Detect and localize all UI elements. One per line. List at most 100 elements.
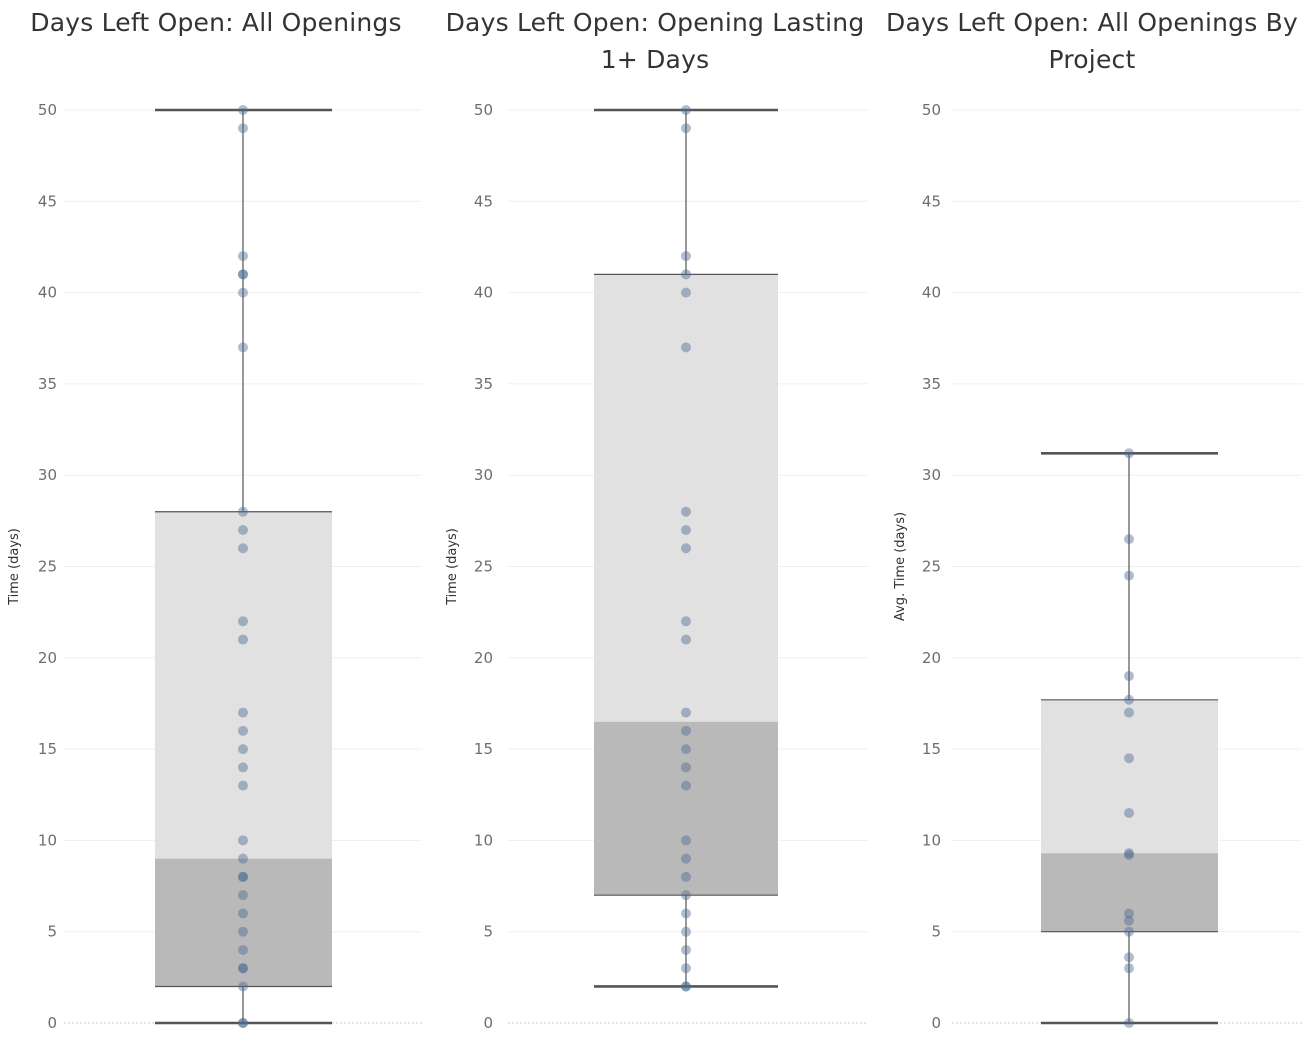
y-tick-label: 30 — [922, 466, 941, 484]
data-point — [681, 780, 691, 791]
data-point — [238, 105, 248, 115]
y-tick-label: 25 — [922, 558, 941, 576]
data-point — [238, 543, 248, 554]
y-tick-label: 20 — [922, 649, 941, 667]
data-point — [1124, 908, 1134, 919]
data-point — [238, 853, 248, 864]
data-point — [681, 981, 691, 992]
data-point — [238, 287, 248, 298]
data-point — [681, 506, 691, 517]
data-point — [1124, 848, 1134, 859]
box-upper — [155, 511, 332, 859]
data-point — [238, 342, 248, 353]
data-point — [238, 890, 248, 901]
data-point — [238, 944, 248, 955]
data-point — [681, 616, 691, 627]
y-tick-label: 0 — [931, 1014, 941, 1032]
data-point — [1124, 671, 1134, 682]
y-tick-label: 5 — [47, 923, 57, 941]
data-point — [681, 762, 691, 773]
data-point — [1124, 926, 1134, 937]
y-tick-label: 35 — [922, 375, 941, 393]
chart-panel-by-project: Days Left Open: All Openings By Project … — [878, 0, 1306, 1039]
data-point — [1124, 850, 1134, 861]
data-point — [681, 926, 691, 937]
data-point — [681, 123, 691, 134]
data-point — [681, 981, 691, 992]
chart-plot: 0 5 10 15 20 25 30 35 40 45 50 Avg. Time (days) — [893, 101, 1302, 1032]
data-point — [238, 963, 248, 974]
data-point — [681, 744, 691, 755]
data-point — [1124, 952, 1134, 963]
y-tick-label: 25 — [474, 558, 493, 576]
chart-panel-openings-1plus-days: Days Left Open: Opening Lasting 1+ Days … — [432, 0, 878, 1039]
data-point — [238, 981, 248, 992]
chart-title: Days Left Open: Opening Lasting 1+ Days — [445, 8, 865, 74]
y-tick-label: 0 — [47, 1014, 57, 1032]
data-point — [238, 707, 248, 718]
y-tick-label: 50 — [922, 101, 941, 119]
data-point — [238, 616, 248, 627]
data-point — [238, 871, 248, 882]
y-tick-label: 15 — [474, 740, 493, 758]
y-tick-label: 35 — [38, 375, 57, 393]
data-point — [1124, 534, 1134, 545]
box-upper — [1041, 699, 1218, 854]
data-point — [681, 251, 691, 262]
y-tick-label: 10 — [922, 831, 941, 849]
box-lower — [1041, 853, 1218, 932]
data-point — [681, 871, 691, 882]
data-point — [238, 506, 248, 517]
y-tick-label: 5 — [931, 923, 941, 941]
data-point — [1124, 1018, 1134, 1028]
data-point — [238, 269, 248, 280]
data-point — [238, 835, 248, 846]
data-point — [238, 269, 248, 280]
y-tick-label: 20 — [474, 649, 493, 667]
data-point — [1124, 808, 1134, 819]
y-tick-label: 50 — [474, 101, 493, 119]
y-tick-label: 45 — [922, 192, 941, 210]
y-tick-label: 30 — [474, 466, 493, 484]
data-point — [238, 926, 248, 937]
y-axis-label: Time (days) — [7, 528, 22, 606]
y-tick-label: 15 — [922, 740, 941, 758]
data-point — [1124, 448, 1134, 459]
data-point — [681, 342, 691, 353]
data-point — [238, 524, 248, 535]
data-point — [238, 762, 248, 773]
data-point — [681, 287, 691, 298]
data-point — [238, 1018, 248, 1028]
y-tick-label: 45 — [474, 192, 493, 210]
data-point — [1124, 570, 1134, 581]
y-tick-label: 5 — [483, 923, 493, 941]
box-lower — [155, 858, 332, 987]
data-point — [238, 123, 248, 134]
y-tick-label: 30 — [38, 466, 57, 484]
data-point — [238, 871, 248, 882]
data-point — [681, 725, 691, 736]
data-point — [238, 251, 248, 262]
chart-title: Days Left Open: All Openings — [30, 8, 402, 37]
y-tick-label: 25 — [38, 558, 57, 576]
data-point — [681, 707, 691, 718]
data-point — [238, 963, 248, 974]
data-point — [1124, 707, 1134, 718]
y-tick-label: 15 — [38, 740, 57, 758]
data-point — [681, 269, 691, 280]
y-tick-label: 10 — [474, 831, 493, 849]
y-axis-label: Time (days) — [445, 528, 460, 606]
y-tick-label: 40 — [38, 284, 57, 302]
y-tick-label: 45 — [38, 192, 57, 210]
data-point — [1124, 915, 1134, 926]
chart-panel-all-openings: Days Left Open: All Openings 0 5 10 15 20 25 3… — [0, 0, 432, 1039]
box-upper — [594, 274, 778, 722]
y-tick-label: 10 — [38, 831, 57, 849]
box-lower — [594, 721, 778, 896]
y-tick-label: 20 — [38, 649, 57, 667]
data-point — [238, 1018, 248, 1028]
data-point — [681, 835, 691, 846]
data-point — [238, 744, 248, 755]
y-tick-label: 40 — [474, 284, 493, 302]
chart-title: Days Left Open: All Openings By Project — [886, 8, 1298, 74]
